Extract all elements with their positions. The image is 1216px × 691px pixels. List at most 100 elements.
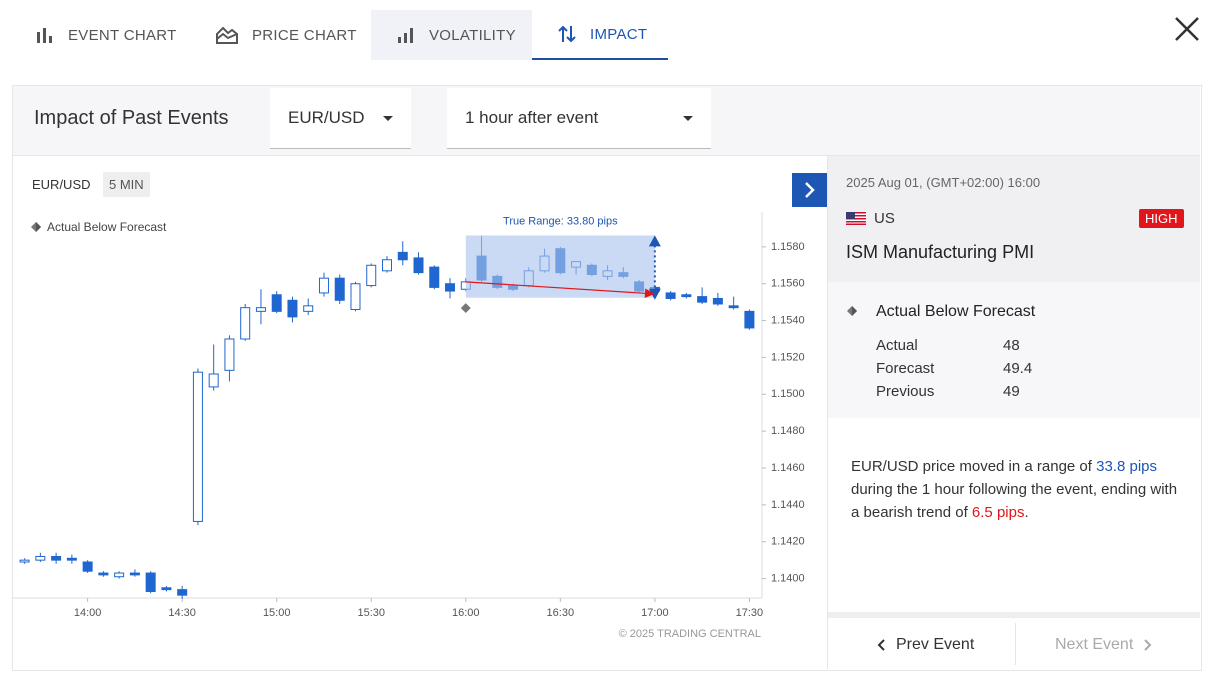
candle-body (287, 299, 298, 318)
candle (114, 571, 125, 579)
event-name: ISM Manufacturing PMI (846, 242, 1035, 262)
divider (827, 156, 828, 669)
candle (665, 291, 676, 301)
window-dropdown[interactable]: 1 hour after event (447, 88, 711, 149)
chart-legend: Actual Below Forecast (47, 220, 167, 234)
tab-label: IMPACT (590, 25, 648, 43)
candle (145, 571, 156, 594)
candle (744, 309, 755, 330)
y-tick-label: 1.1540 (771, 314, 805, 326)
candle (192, 368, 203, 526)
candle-body (19, 559, 30, 563)
divider (1015, 623, 1016, 665)
stat-value: 48 (1003, 337, 1020, 354)
y-tick-label: 1.1400 (771, 572, 805, 584)
candle (271, 291, 282, 314)
chart: 1.1400 1.1420 1.1440 1.1460 1.1480 1.1500 1.15… (12, 212, 805, 640)
prev-button[interactable]: Prev Event (876, 636, 974, 654)
icon (558, 25, 576, 43)
candle-body (66, 557, 77, 561)
summary-text: EUR/USD price moved in a range of (851, 458, 1097, 475)
button-label: Prev Event (896, 636, 975, 653)
stat-value: 49 (1003, 383, 1020, 400)
separator (828, 612, 1200, 618)
x-tick-label: 15:00 (263, 607, 291, 619)
candle-body (665, 292, 676, 299)
x-tick-label: 16:00 (452, 607, 480, 619)
candle-body (350, 283, 361, 311)
impact-badge: HIGH (1139, 209, 1184, 228)
panel (12, 85, 1202, 671)
dropdown-value: EUR/USD (288, 108, 365, 127)
range-label: True Range: 33.80 pips (503, 215, 618, 227)
y-tick-label: 1.1480 (771, 425, 805, 437)
summary-range: 33.8 pips (1096, 458, 1157, 475)
candle (350, 281, 361, 312)
candle (429, 265, 440, 290)
button-label: Next Event (1055, 636, 1134, 653)
event-marker (458, 301, 473, 316)
candle (161, 585, 172, 592)
y-tick-label: 1.1460 (771, 462, 805, 474)
icon (398, 28, 413, 43)
candle-body (429, 266, 440, 288)
caret (383, 116, 393, 121)
candle-body (208, 373, 219, 388)
candle (66, 554, 77, 564)
y-tick-label: 1.1580 (771, 241, 805, 253)
copyright: © 2025 TRADING CENTRAL (619, 628, 761, 640)
expand-button[interactable] (792, 173, 827, 207)
next-button[interactable]: Next Event (1055, 636, 1153, 654)
chevron (1144, 639, 1152, 651)
candle (177, 585, 188, 599)
candle-body (318, 277, 329, 294)
candle-body (98, 572, 109, 576)
candle-body (413, 257, 424, 274)
candle-body (303, 305, 314, 312)
tab-impact[interactable]: IMPACT (532, 10, 668, 60)
candle (303, 298, 314, 316)
candle-body (145, 572, 156, 592)
legend-icon (31, 222, 41, 232)
candle (445, 278, 456, 299)
tab-price-chart[interactable]: PRICE CHART (216, 10, 357, 60)
stat-label: Forecast (876, 360, 935, 377)
event-country: US (874, 210, 895, 227)
tab-volatility[interactable]: VOLATILITY (371, 10, 532, 60)
candle (208, 344, 219, 391)
candle-body (728, 305, 739, 309)
candle (19, 558, 30, 564)
candle (224, 335, 235, 382)
close-button[interactable] (1174, 16, 1200, 42)
flag (846, 212, 866, 225)
candle (397, 241, 408, 266)
candle (728, 296, 739, 310)
dropdown-value: 1 hour after event (465, 108, 599, 127)
range-arrow-head (648, 235, 661, 247)
x-tick-label: 17:30 (736, 607, 764, 619)
summary-trend: 6.5 pips (971, 504, 1025, 521)
candle (255, 289, 266, 325)
result-icon (847, 306, 857, 316)
candle-body (255, 307, 266, 312)
candle-body (744, 310, 755, 329)
summary-text: during the 1 hour following the event, e… (851, 481, 1178, 521)
candle-body (334, 277, 345, 301)
candle-body (240, 307, 251, 340)
stat-label: Previous (876, 383, 935, 400)
tab-event-chart[interactable]: EVENT CHART (36, 10, 177, 60)
candle (681, 292, 692, 299)
candle (712, 292, 723, 306)
x-tick-label: 14:00 (74, 607, 102, 619)
range-arrow-head (648, 288, 661, 300)
x-tick-label: 17:00 (641, 607, 669, 619)
icon (37, 28, 52, 43)
x-tick-label: 15:30 (357, 607, 385, 619)
candle-body (224, 338, 235, 371)
icon (216, 26, 238, 44)
trend-arrow-head (644, 288, 655, 298)
pair-dropdown[interactable]: EUR/USD (270, 88, 411, 149)
x-tick-label: 16:30 (547, 607, 575, 619)
candle (35, 552, 46, 562)
